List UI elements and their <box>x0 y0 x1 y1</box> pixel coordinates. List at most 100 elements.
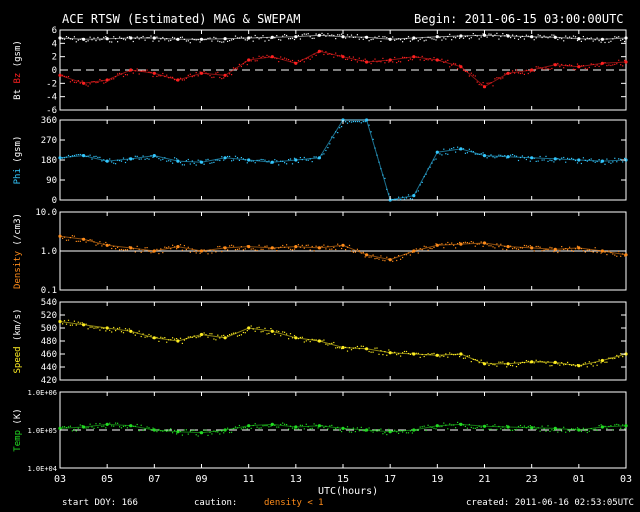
scatter-sample-speed <box>199 336 201 338</box>
scatter-sample-bt <box>242 37 244 39</box>
scatter-sample-bz <box>563 67 565 69</box>
scatter-sample-density <box>307 244 309 246</box>
scatter-sample-bt <box>284 34 286 36</box>
scatter-sample-temp <box>170 428 172 430</box>
data-point-phi <box>58 156 62 160</box>
scatter-sample-phi <box>409 198 411 200</box>
scatter-sample-bz <box>466 71 468 73</box>
scatter-sample-bz <box>488 82 490 84</box>
scatter-sample-phi <box>402 196 404 198</box>
scatter-sample-bz <box>606 65 608 67</box>
scatter-sample-speed <box>75 324 77 326</box>
scatter-sample-bt <box>580 40 582 42</box>
scatter-sample-temp <box>403 429 406 432</box>
scatter-sample-density <box>596 251 598 254</box>
scatter-sample-speed <box>232 332 235 334</box>
scatter-sample-temp <box>97 426 99 428</box>
scatter-sample-bt <box>590 37 592 39</box>
scatter-sample-bt <box>370 39 372 41</box>
scatter-sample-temp <box>307 426 309 428</box>
scatter-sample-density <box>616 255 618 257</box>
scatter-sample-speed <box>309 341 311 343</box>
scatter-sample-temp <box>435 428 437 430</box>
scatter-sample-temp <box>600 424 602 426</box>
scatter-sample-temp <box>113 425 115 427</box>
scatter-sample-phi <box>172 162 174 164</box>
scatter-sample-bz <box>71 80 73 82</box>
data-point-bz <box>388 58 392 62</box>
scatter-sample-bt <box>443 37 445 39</box>
scatter-sample-temp <box>354 431 356 433</box>
scatter-sample-phi <box>71 155 73 157</box>
scatter-sample-bz <box>604 62 606 64</box>
scatter-sample-bt <box>122 38 125 40</box>
data-point-speed <box>388 351 392 355</box>
scatter-sample-bt <box>250 36 252 38</box>
scatter-sample-temp <box>515 428 518 431</box>
scatter-sample-temp <box>362 430 364 432</box>
scatter-sample-bz <box>374 58 376 60</box>
scatter-sample-speed <box>195 337 197 339</box>
scatter-sample-phi <box>345 121 347 123</box>
scatter-sample-temp <box>433 427 435 429</box>
scatter-sample-bz <box>598 65 600 67</box>
scatter-sample-phi <box>166 160 168 162</box>
data-point-phi <box>412 194 416 198</box>
scatter-sample-temp <box>512 429 514 431</box>
scatter-sample-speed <box>449 352 451 354</box>
data-point-bt <box>247 36 251 40</box>
data-point-speed <box>530 360 534 364</box>
scatter-sample-bz <box>561 63 563 66</box>
scatter-sample-bz <box>523 73 525 75</box>
scatter-sample-phi <box>126 159 128 161</box>
scatter-sample-bz <box>439 59 441 61</box>
scatter-sample-density <box>439 243 441 245</box>
scatter-sample-density <box>191 248 193 250</box>
scatter-sample-temp <box>519 424 522 427</box>
scatter-sample-speed <box>472 358 474 360</box>
data-point-temp <box>294 425 298 429</box>
scatter-sample-phi <box>447 153 449 155</box>
scatter-sample-bt <box>470 37 472 39</box>
series-line-speed <box>59 321 627 367</box>
scatter-sample-bt <box>79 38 81 40</box>
scatter-sample-density <box>126 249 128 251</box>
scatter-sample-bz <box>69 81 71 83</box>
scatter-sample-bz <box>63 75 66 77</box>
scatter-sample-phi <box>195 164 197 166</box>
scatter-sample-phi <box>95 155 97 157</box>
scatter-sample-speed <box>616 354 618 357</box>
scatter-sample-density <box>280 246 282 248</box>
scatter-sample-density <box>284 246 286 248</box>
scatter-sample-bt <box>606 38 608 40</box>
y-tick-label: 180 <box>41 156 57 166</box>
data-point-temp <box>577 428 581 432</box>
scatter-sample-phi <box>394 198 396 200</box>
scatter-sample-temp <box>142 429 144 431</box>
scatter-sample-bt <box>358 38 360 40</box>
scatter-sample-speed <box>561 362 563 364</box>
scatter-sample-speed <box>523 362 525 364</box>
scatter-sample-bz <box>128 70 130 72</box>
scatter-sample-temp <box>517 425 520 428</box>
scatter-sample-bt <box>217 40 219 42</box>
scatter-sample-density <box>427 249 429 251</box>
scatter-sample-bz <box>219 76 221 79</box>
scatter-sample-bz <box>376 61 378 63</box>
scatter-sample-temp <box>425 429 427 432</box>
scatter-sample-temp <box>117 422 119 424</box>
scatter-sample-density <box>339 245 341 247</box>
scatter-sample-bz <box>160 75 162 77</box>
data-point-phi <box>105 159 109 163</box>
data-point-phi <box>365 118 369 122</box>
scatter-sample-bt <box>95 40 97 42</box>
scatter-sample-temp <box>211 433 213 435</box>
scatter-sample-density <box>624 255 626 257</box>
scatter-sample-bt <box>117 41 119 43</box>
data-point-bz <box>506 71 510 75</box>
scatter-sample-bt <box>598 40 600 42</box>
scatter-sample-phi <box>221 156 223 158</box>
data-point-bz <box>223 73 227 77</box>
scatter-sample-bt <box>115 38 117 40</box>
scatter-sample-phi <box>620 158 622 160</box>
